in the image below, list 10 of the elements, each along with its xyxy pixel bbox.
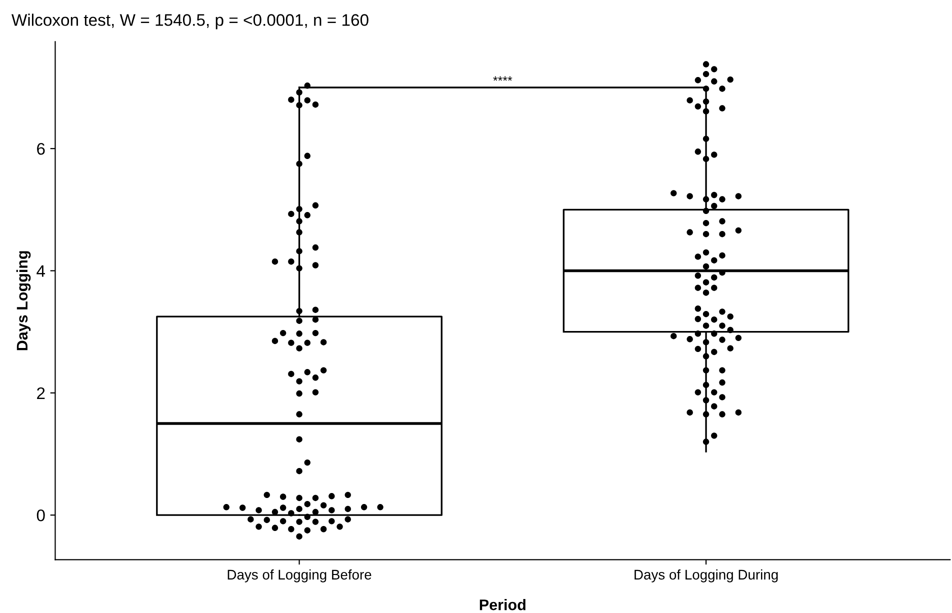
x-tick-label: Days of Logging During bbox=[634, 569, 778, 582]
annotation: **** bbox=[493, 76, 512, 81]
y-tick-label: 2 bbox=[37, 387, 45, 399]
y-tick-label: 4 bbox=[36, 265, 46, 277]
y-tick-label: 6 bbox=[37, 142, 45, 155]
chart-title: Wilcoxon test, W = 1540.5, p = <0.0001, n = 160 bbox=[11, 14, 368, 30]
x-axis-title: Period bbox=[480, 599, 526, 610]
y-axis-title: Days Logging bbox=[16, 251, 31, 350]
x-tick-label: Days of Logging Before bbox=[228, 569, 372, 582]
y-tick-label: 0 bbox=[36, 509, 45, 522]
